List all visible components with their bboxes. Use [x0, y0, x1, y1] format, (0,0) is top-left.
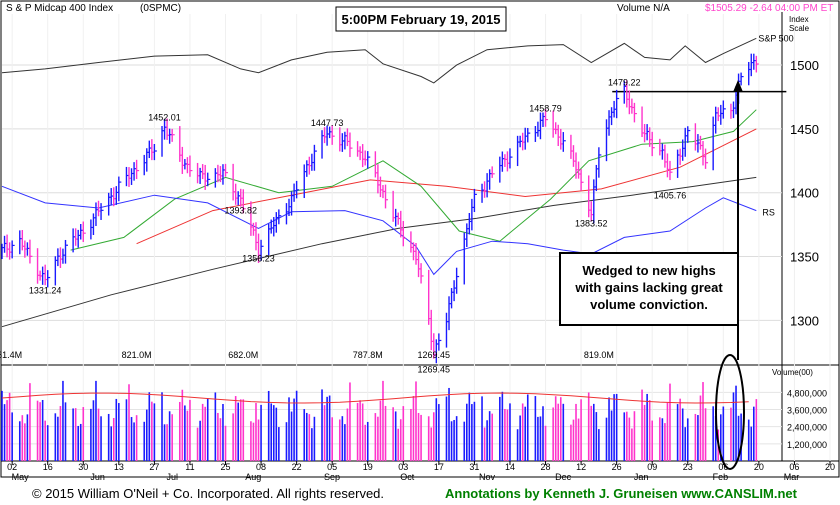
x-tick-label: 23	[683, 462, 693, 472]
month-label: Jul	[167, 472, 179, 482]
annotation-line-3: volume conviction.	[590, 297, 708, 312]
rs-label: RS	[762, 208, 775, 218]
month-label: May	[12, 472, 30, 482]
price-axis-label: Scale	[789, 24, 810, 33]
relative-strength-line	[1, 185, 757, 276]
price-annotation: 1383.52	[575, 219, 608, 229]
chart-frame	[0, 0, 840, 478]
price-bars	[1, 53, 759, 364]
price-annotation: 1269.45	[418, 364, 451, 374]
200-day-moving-average-line	[136, 128, 757, 245]
x-tick-label: 08	[256, 462, 266, 472]
x-tick-label: 20	[754, 462, 764, 472]
price-annotation: 1458.79	[529, 104, 562, 114]
credit-footer: Annotations by Kenneth J. Gruneisen www.…	[445, 486, 797, 501]
price-annotation: 1479.22	[608, 78, 641, 88]
x-tick-label: 05	[327, 462, 337, 472]
month-label: Mar	[784, 472, 800, 482]
x-tick-label: 12	[576, 462, 586, 472]
volume-annotation: 1269.45	[418, 350, 451, 360]
index-symbol: (0SPMC)	[140, 3, 181, 14]
x-tick-label: 11	[185, 462, 194, 472]
volume-annotation: 581.4M	[0, 350, 22, 360]
month-label: Aug	[245, 472, 261, 482]
x-tick-label: 14	[505, 462, 515, 472]
x-tick-label: 06	[718, 462, 728, 472]
volume-tick-label: 2,400,000	[787, 423, 827, 433]
long-moving-average-line	[1, 176, 757, 328]
price-tick-label: 1450	[790, 122, 819, 137]
volume-moving-average-line	[1, 392, 749, 404]
price-axis-label: Index	[789, 15, 809, 24]
month-label: Jan	[634, 472, 649, 482]
indicator-lines	[1, 37, 787, 328]
month-label: Oct	[400, 472, 415, 482]
x-tick-label: 13	[114, 462, 124, 472]
x-tick-label: 16	[43, 462, 53, 472]
x-tick-label: 30	[78, 462, 88, 472]
volume-axis-label: Volume(00)	[772, 368, 813, 377]
volume-tick-label: 4,800,000	[787, 388, 827, 398]
volume-tick-label: 1,200,000	[787, 440, 827, 450]
price-tick-label: 1400	[790, 186, 819, 201]
x-tick-label: 27	[149, 462, 159, 472]
x-tick-label: 28	[541, 462, 551, 472]
price-tick-label: 1500	[790, 58, 819, 73]
x-tick-label: 03	[398, 462, 408, 472]
month-label: Sep	[324, 472, 340, 482]
volume-annotation: 787.8M	[353, 350, 383, 360]
annotation-box	[559, 252, 739, 326]
x-tick-label: 22	[292, 462, 302, 472]
timestamp-box	[335, 6, 507, 32]
month-label: Feb	[713, 472, 729, 482]
timestamp-text: 5:00PM February 19, 2015	[342, 12, 501, 27]
price-annotation: 1452.01	[148, 112, 181, 122]
annotation-line-2: with gains lacking great	[574, 280, 723, 295]
x-tick-label: 19	[363, 462, 373, 472]
x-tick-label: 25	[221, 462, 231, 472]
x-tick-label: 06	[789, 462, 799, 472]
copyright-footer: © 2015 William O'Neil + Co. Incorporated…	[32, 486, 385, 501]
50-day-moving-average-line	[70, 109, 757, 251]
annotation-arrow-head	[733, 80, 743, 92]
x-tick-label: 17	[434, 462, 444, 472]
month-label: Nov	[479, 472, 496, 482]
volume-bars	[1, 380, 758, 461]
price-annotation: 1356.23	[242, 254, 275, 264]
price-annotation: 1447.73	[311, 118, 344, 128]
price-annotation: 1405.76	[654, 190, 687, 200]
price-annotation: 1393.82	[224, 206, 257, 216]
volume-highlight-ellipse	[715, 354, 745, 470]
price-tick-label: 1350	[790, 250, 819, 265]
quote-label: $1505.29 -2.64 04:00 PM ET	[705, 3, 833, 14]
price-annotation: 1331.24	[29, 285, 62, 295]
index-name: S & P Midcap 400 Index	[6, 3, 113, 14]
annotation-line-1: Wedged to new highs	[582, 263, 715, 278]
volume-annotation: 821.0M	[122, 350, 152, 360]
x-tick-label: 20	[825, 462, 835, 472]
volume-tick-label: 3,600,000	[787, 405, 827, 415]
sp500-line	[1, 37, 757, 84]
x-tick-label: 02	[7, 462, 17, 472]
month-label: Dec	[555, 472, 572, 482]
volume-annotation: 682.0M	[228, 350, 258, 360]
x-tick-label: 09	[647, 462, 657, 472]
volume-annotation: 819.0M	[584, 350, 614, 360]
x-tick-label: 31	[469, 462, 479, 472]
x-tick-label: 26	[612, 462, 622, 472]
month-label: Jun	[90, 472, 105, 482]
price-tick-label: 1300	[790, 313, 819, 328]
volume-na-label: Volume N/A	[617, 3, 670, 14]
sp500-label: S&P 500	[758, 33, 793, 43]
